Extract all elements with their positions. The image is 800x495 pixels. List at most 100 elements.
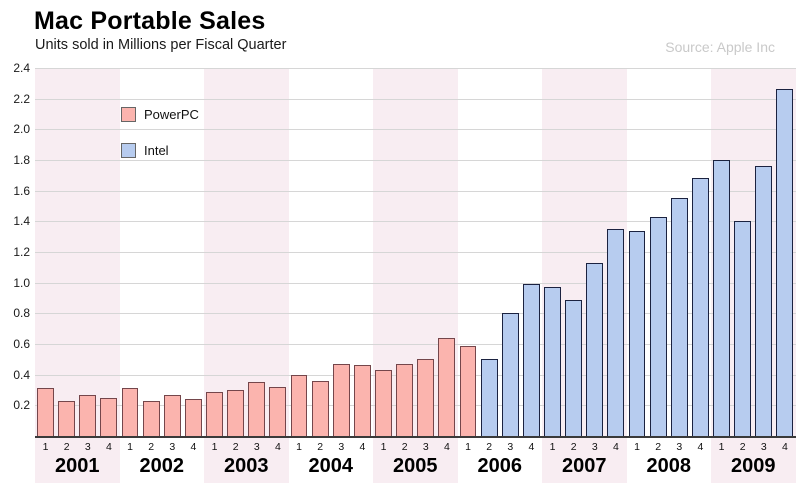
bar-2005-q1 (375, 370, 392, 437)
quarter-label-2002-q2: 2 (148, 441, 155, 453)
quarter-label-2006-q3: 3 (507, 441, 514, 453)
quarter-label-2008-q3: 3 (676, 441, 683, 453)
bar-2004-q1 (290, 374, 308, 437)
gridline-2-2 (35, 98, 796, 100)
year-label-2005: 2005 (393, 455, 438, 477)
quarter-label-2003-q2: 2 (232, 441, 239, 453)
gridline-1-4 (35, 221, 796, 223)
quarter-label-2007-q1: 1 (549, 441, 556, 453)
y-tick-0-4: 0.4 (13, 367, 30, 382)
quarter-label-2009-q2: 2 (739, 441, 746, 453)
y-tick-0-8: 0.8 (13, 306, 30, 321)
quarter-label-2002-q4: 4 (190, 441, 197, 453)
y-tick-2-4: 2.4 (13, 61, 30, 75)
bar-2007-q3 (586, 262, 604, 437)
y-tick-0-2: 0.2 (13, 398, 30, 413)
quarter-label-2009-q3: 3 (760, 441, 767, 453)
bar-2006-q4 (522, 284, 540, 437)
quarter-label-2006-q2: 2 (486, 441, 493, 453)
bar-2006-q3 (501, 313, 519, 437)
bar-2002-q3 (163, 394, 181, 437)
quarter-label-2005-q2: 2 (401, 441, 408, 453)
legend-item-intel: Intel (121, 142, 199, 158)
chart-subtitle: Units sold in Millions per Fiscal Quarte… (35, 37, 287, 53)
y-tick-2-0: 2.0 (13, 122, 30, 137)
year-label-2007: 2007 (562, 455, 607, 477)
gridline-0-4 (35, 374, 796, 376)
quarter-label-2002-q3: 3 (169, 441, 176, 453)
quarter-label-2001-q2: 2 (63, 441, 70, 453)
bar-2008-q1 (628, 230, 646, 437)
year-label-2009: 2009 (731, 455, 776, 477)
quarter-label-2003-q4: 4 (275, 441, 281, 453)
gridline-2-0 (35, 129, 796, 131)
bar-2008-q4 (691, 178, 709, 437)
y-tick-0-6: 0.6 (13, 337, 30, 351)
bar-2003-q3 (248, 382, 266, 437)
bar-2004-q4 (353, 365, 371, 437)
quarter-label-2002-q1: 1 (127, 441, 133, 453)
bar-2004-q3 (332, 363, 350, 437)
gridline-0-6 (35, 344, 796, 345)
bar-2001-q1 (37, 388, 54, 437)
quarter-label-2007-q4: 4 (613, 441, 619, 453)
bar-2002-q1 (121, 388, 139, 437)
bar-2007-q1 (544, 287, 561, 437)
quarter-label-2001-q4: 4 (106, 441, 112, 453)
quarter-label-2004-q4: 4 (359, 441, 366, 453)
y-tick-1-4: 1.4 (13, 214, 30, 229)
quarter-label-2008-q2: 2 (655, 441, 662, 453)
bar-2002-q2 (142, 400, 160, 437)
quarter-label-2004-q1: 1 (296, 441, 302, 453)
quarter-label-2008-q1: 1 (634, 441, 640, 453)
quarter-label-2009-q4: 4 (782, 441, 788, 453)
legend: PowerPC Intel (121, 106, 199, 178)
gridline-1-6 (35, 190, 796, 192)
year-label-2001: 2001 (55, 455, 100, 477)
quarter-label-2007-q3: 3 (591, 441, 598, 453)
bar-2001-q3 (79, 394, 97, 437)
y-tick-1-6: 1.6 (13, 183, 30, 198)
intel-swatch-icon (121, 142, 136, 158)
bar-2008-q3 (670, 198, 688, 437)
chart-title: Mac Portable Sales (34, 7, 266, 35)
bar-2005-q2 (396, 363, 414, 437)
y-tick-1-0: 1.0 (13, 275, 30, 290)
year-label-2006: 2006 (477, 455, 523, 477)
bar-2008-q2 (649, 216, 667, 437)
year-label-2002: 2002 (139, 455, 185, 477)
quarter-label-2001-q3: 3 (84, 441, 91, 453)
bar-2009-q4 (776, 89, 794, 437)
quarter-label-2004-q2: 2 (317, 441, 324, 453)
quarter-label-2001-q1: 1 (42, 441, 49, 453)
year-label-2004: 2004 (308, 455, 354, 477)
quarter-label-2005-q3: 3 (422, 441, 429, 453)
bar-2003-q2 (227, 390, 245, 437)
bar-2003-q4 (269, 386, 287, 437)
quarter-label-2004-q3: 3 (338, 441, 345, 453)
gridline-2-4 (35, 68, 796, 69)
quarter-label-2009-q1: 1 (718, 441, 725, 453)
quarter-label-2005-q4: 4 (444, 441, 450, 453)
gridline-0-8 (35, 313, 796, 315)
quarter-label-2003-q3: 3 (253, 441, 260, 453)
year-label-2008: 2008 (646, 455, 692, 477)
gridline-0-2 (35, 405, 796, 407)
powerpc-swatch-icon (121, 106, 136, 122)
bar-2003-q1 (206, 391, 223, 437)
quarter-label-2006-q1: 1 (465, 441, 471, 453)
bar-2005-q4 (438, 337, 456, 437)
bar-2007-q4 (607, 229, 625, 437)
bar-2009-q1 (713, 160, 730, 437)
bar-2006-q1 (459, 345, 477, 437)
bar-2002-q4 (184, 399, 202, 437)
bar-2005-q3 (417, 359, 435, 437)
y-tick-1-8: 1.8 (13, 153, 30, 167)
y-tick-2-2: 2.2 (13, 91, 30, 106)
quarter-label-2008-q4: 4 (697, 441, 704, 453)
legend-label-intel: Intel (144, 142, 169, 158)
quarter-label-2006-q4: 4 (528, 441, 535, 453)
legend-item-powerpc: PowerPC (121, 106, 199, 122)
gridline-1-8 (35, 160, 796, 161)
